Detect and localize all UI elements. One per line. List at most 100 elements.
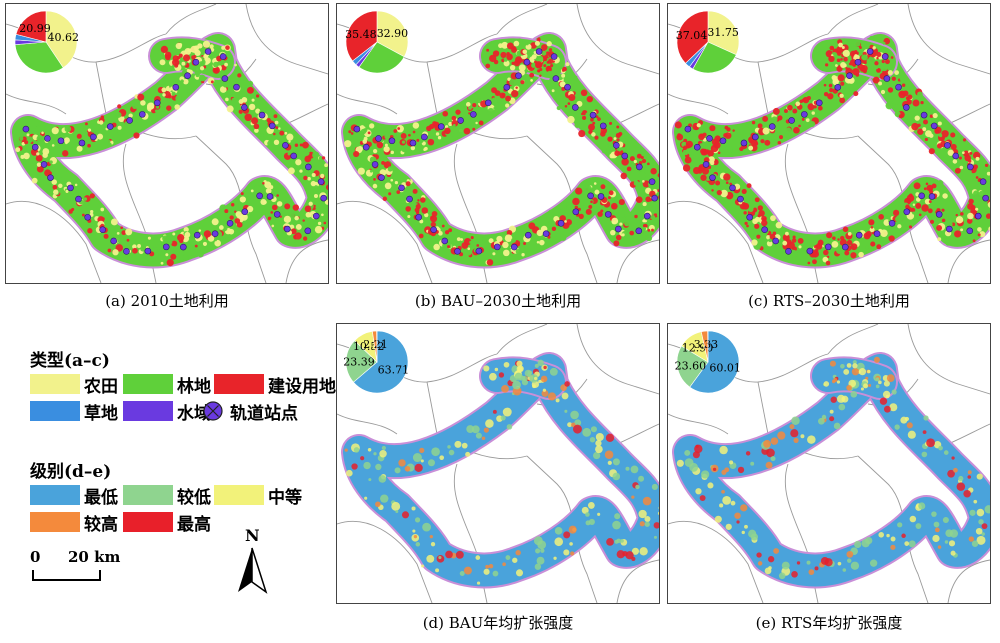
land-patch — [898, 216, 903, 221]
land-patch — [682, 149, 689, 156]
land-patch — [969, 214, 973, 219]
land-patch — [611, 217, 619, 225]
land-patch — [621, 213, 625, 218]
land-patch — [98, 120, 104, 125]
land-patch — [230, 203, 235, 207]
rail-station — [615, 225, 622, 233]
land-patch — [929, 133, 934, 138]
station-icon — [203, 401, 223, 421]
legend-label-medium: 中等 — [268, 487, 302, 508]
land-patch — [390, 178, 394, 182]
land-patch — [728, 146, 733, 152]
land-patch — [199, 66, 205, 71]
land-patch — [466, 250, 472, 256]
land-patch — [910, 207, 916, 213]
rail-station — [693, 143, 701, 151]
land-patch — [560, 234, 567, 241]
land-patch — [840, 58, 843, 61]
land-patch — [984, 163, 989, 167]
land-patch — [83, 197, 88, 201]
land-patch — [867, 369, 871, 374]
rail-station — [883, 75, 891, 82]
land-patch — [616, 550, 625, 559]
land-patch — [315, 205, 319, 210]
land-patch — [540, 375, 548, 383]
land-patch — [87, 128, 92, 132]
rail-station — [702, 161, 710, 168]
rail-station — [523, 58, 531, 66]
land-patch — [700, 148, 706, 154]
land-patch — [644, 516, 651, 522]
land-patch — [112, 249, 119, 256]
pie-slice — [689, 330, 740, 394]
land-patch — [950, 550, 956, 556]
land-patch — [381, 156, 388, 163]
land-patch — [923, 415, 929, 421]
land-patch — [120, 226, 123, 230]
land-patch — [684, 156, 692, 164]
land-patch — [511, 46, 517, 53]
rail-station — [67, 184, 74, 192]
land-patch — [920, 100, 924, 105]
land-patch — [46, 142, 53, 149]
land-patch — [879, 397, 888, 405]
rail-station — [305, 163, 312, 171]
rail-station — [982, 194, 989, 202]
land-patch — [843, 56, 848, 62]
land-patch — [216, 61, 222, 66]
rail-station — [421, 133, 428, 141]
rail-station — [806, 247, 814, 255]
land-patch — [890, 544, 896, 550]
land-patch — [772, 231, 777, 236]
land-patch — [958, 475, 964, 482]
land-patch — [981, 523, 988, 530]
land-patch — [107, 248, 112, 253]
land-patch — [839, 97, 846, 104]
land-patch — [567, 115, 575, 124]
land-patch — [932, 113, 938, 119]
land-patch — [506, 51, 510, 56]
land-patch — [420, 197, 426, 203]
rail-station — [139, 111, 146, 118]
swatch-low — [123, 485, 173, 505]
land-patch — [421, 207, 429, 214]
land-patch — [872, 76, 880, 84]
land-patch — [209, 44, 214, 49]
land-patch — [642, 224, 647, 228]
land-patch — [751, 120, 756, 125]
land-patch — [881, 59, 885, 64]
land-patch — [253, 185, 261, 192]
scale-bar-end: 20 km — [68, 548, 121, 566]
land-patch — [363, 128, 368, 133]
land-patch — [263, 200, 267, 204]
land-patch — [702, 132, 707, 137]
land-patch — [276, 201, 283, 207]
land-patch — [36, 152, 40, 156]
land-patch — [501, 384, 509, 393]
land-patch — [451, 133, 455, 137]
land-patch — [807, 435, 816, 444]
land-patch — [875, 384, 880, 389]
land-patch — [427, 138, 435, 146]
rail-station — [918, 192, 925, 200]
land-patch — [187, 89, 193, 95]
pie-label: 32.90 — [377, 27, 409, 40]
land-patch — [585, 208, 592, 215]
land-patch — [88, 235, 93, 240]
land-patch — [818, 417, 825, 425]
land-patch — [915, 523, 922, 529]
land-patch — [963, 489, 971, 498]
land-patch — [912, 203, 916, 207]
land-patch — [442, 110, 449, 117]
land-patch — [836, 58, 841, 63]
land-patch — [444, 230, 450, 235]
land-patch — [551, 226, 557, 232]
rail-station — [258, 111, 266, 119]
land-patch — [412, 453, 422, 463]
land-patch — [534, 363, 539, 368]
land-patch — [178, 53, 183, 58]
land-patch — [591, 132, 596, 137]
land-patch — [324, 163, 328, 168]
land-patch — [463, 127, 471, 135]
land-patch — [44, 158, 49, 163]
